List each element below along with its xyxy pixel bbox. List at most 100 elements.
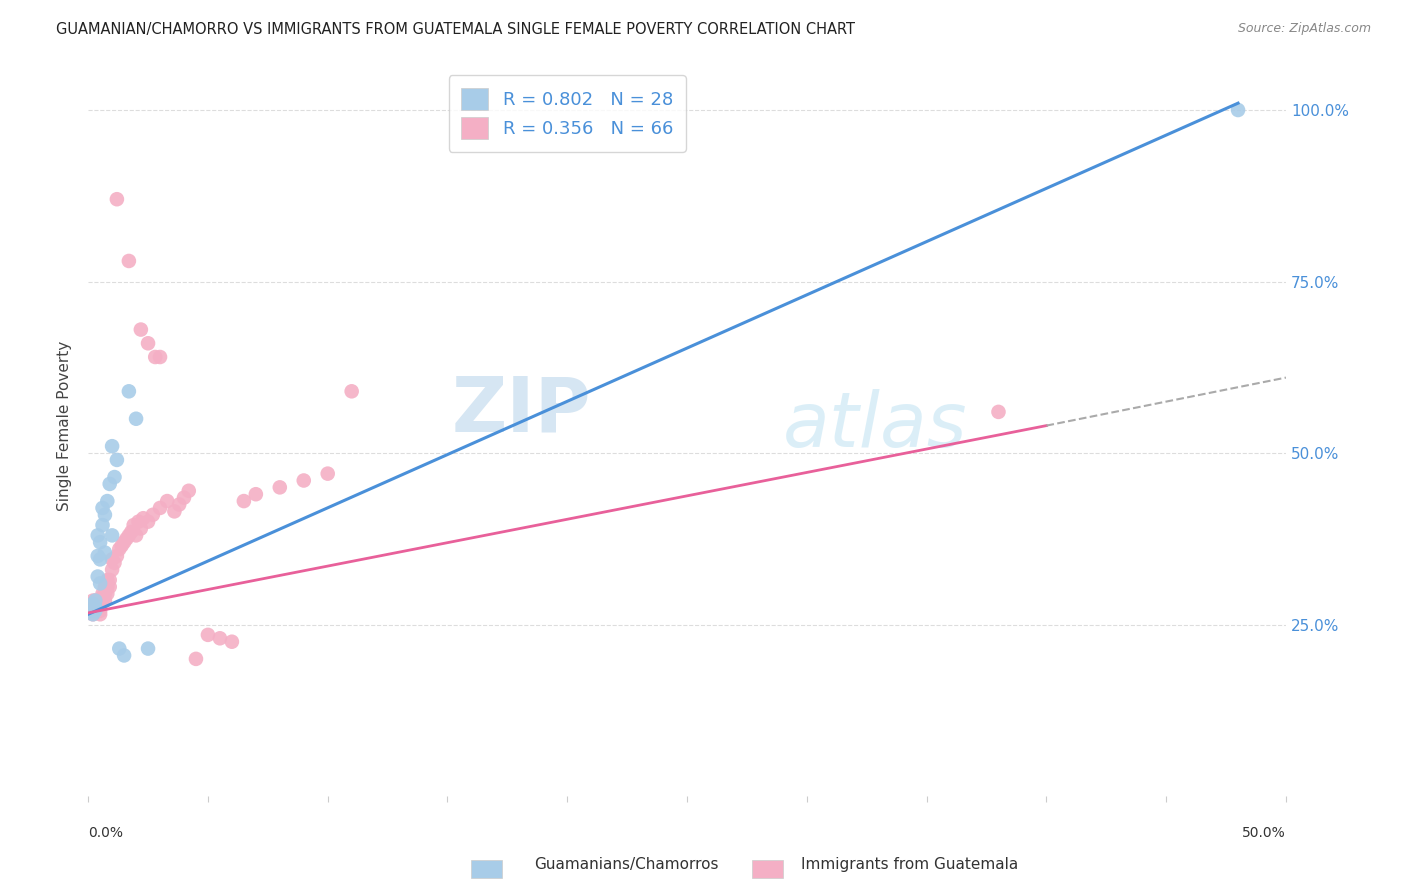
Point: [91, 590, 114, 604]
Point: [87, 549, 110, 563]
Point: [87, 569, 110, 583]
Point: [82, 605, 104, 619]
Point: [87, 604, 110, 618]
Point: [112, 535, 135, 549]
Point: [105, 453, 128, 467]
Point: [245, 487, 267, 501]
Point: [316, 467, 339, 481]
Point: [89, 576, 111, 591]
Point: [118, 384, 141, 399]
Point: [89, 604, 111, 618]
Point: [94, 593, 117, 607]
Point: [149, 500, 172, 515]
Text: Guamanians/Chamorros: Guamanians/Chamorros: [534, 857, 718, 872]
Point: [94, 508, 117, 522]
Point: [125, 528, 148, 542]
Point: [94, 587, 117, 601]
Point: [91, 587, 114, 601]
Point: [118, 254, 141, 268]
Point: [84, 599, 107, 613]
Point: [108, 542, 131, 557]
Point: [987, 405, 1010, 419]
Point: [84, 600, 107, 615]
Point: [156, 494, 179, 508]
Text: Source: ZipAtlas.com: Source: ZipAtlas.com: [1237, 22, 1371, 36]
Point: [84, 602, 107, 616]
Point: [84, 597, 107, 611]
Point: [82, 599, 104, 613]
Point: [82, 607, 104, 622]
Point: [122, 518, 145, 533]
Legend: R = 0.802   N = 28, R = 0.356   N = 66: R = 0.802 N = 28, R = 0.356 N = 66: [449, 75, 686, 152]
Y-axis label: Single Female Poverty: Single Female Poverty: [58, 341, 72, 511]
Point: [136, 515, 159, 529]
Point: [89, 597, 111, 611]
Point: [103, 556, 125, 570]
Point: [105, 549, 128, 563]
Point: [79, 604, 101, 618]
Point: [197, 628, 219, 642]
Text: 50.0%: 50.0%: [1243, 826, 1286, 840]
Point: [101, 552, 124, 566]
Point: [127, 515, 149, 529]
Point: [103, 470, 125, 484]
Point: [149, 350, 172, 364]
Point: [177, 483, 200, 498]
Text: GUAMANIAN/CHAMORRO VS IMMIGRANTS FROM GUATEMALA SINGLE FEMALE POVERTY CORRELATIO: GUAMANIAN/CHAMORRO VS IMMIGRANTS FROM GU…: [56, 22, 855, 37]
Point: [91, 593, 114, 607]
Point: [79, 604, 101, 618]
Point: [115, 532, 138, 546]
Point: [87, 528, 110, 542]
Point: [89, 535, 111, 549]
Point: [96, 587, 118, 601]
Point: [129, 522, 152, 536]
Point: [269, 480, 291, 494]
Point: [340, 384, 363, 399]
Point: [142, 508, 165, 522]
Point: [129, 322, 152, 336]
Point: [120, 524, 142, 539]
Point: [98, 580, 121, 594]
Point: [232, 494, 254, 508]
Point: [105, 192, 128, 206]
Point: [79, 597, 101, 611]
Point: [101, 563, 124, 577]
Point: [163, 504, 186, 518]
Point: [111, 539, 134, 553]
Point: [84, 605, 107, 619]
Point: [89, 552, 111, 566]
Point: [96, 494, 118, 508]
Point: [84, 604, 107, 618]
Text: atlas: atlas: [783, 389, 967, 463]
Point: [79, 600, 101, 615]
Point: [87, 597, 110, 611]
Point: [84, 593, 107, 607]
Point: [208, 632, 231, 646]
Point: [91, 500, 114, 515]
Text: ZIP: ZIP: [451, 374, 592, 448]
Point: [167, 498, 190, 512]
Point: [87, 600, 110, 615]
Point: [184, 652, 207, 666]
Point: [94, 580, 117, 594]
Point: [84, 593, 107, 607]
Point: [87, 593, 110, 607]
Point: [118, 528, 141, 542]
Point: [101, 439, 124, 453]
Point: [173, 491, 195, 505]
Point: [94, 545, 117, 559]
Point: [101, 528, 124, 542]
Point: [82, 602, 104, 616]
Point: [221, 634, 243, 648]
Point: [82, 597, 104, 611]
Point: [96, 580, 118, 594]
Text: 0.0%: 0.0%: [89, 826, 124, 840]
Point: [98, 573, 121, 587]
Point: [96, 573, 118, 587]
Point: [143, 350, 166, 364]
Point: [82, 607, 104, 622]
Point: [136, 336, 159, 351]
Point: [82, 593, 104, 607]
Point: [89, 607, 111, 622]
Point: [112, 648, 135, 663]
